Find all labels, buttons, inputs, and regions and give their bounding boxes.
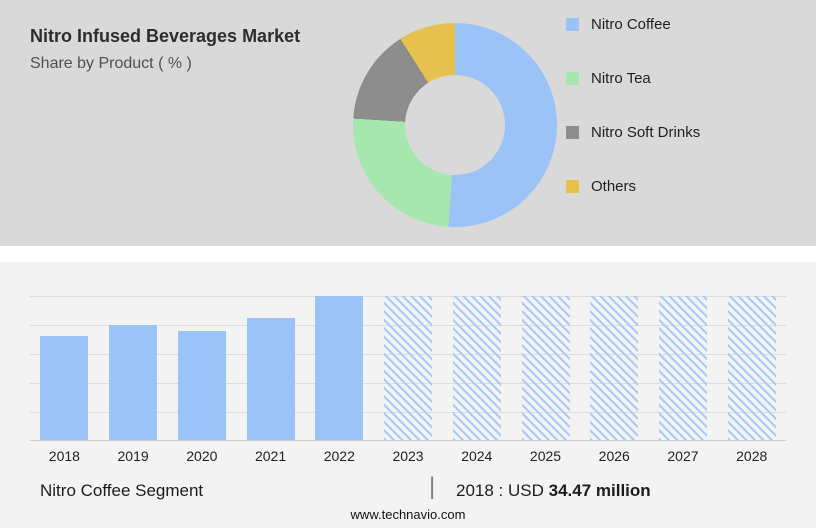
header: Nitro Infused Beverages Market Share by … bbox=[30, 26, 300, 73]
bar-slot bbox=[99, 296, 168, 440]
bar-2019 bbox=[109, 324, 158, 440]
x-label-2019: 2019 bbox=[117, 448, 149, 464]
x-label-2023: 2023 bbox=[392, 448, 424, 464]
bar-2021 bbox=[246, 317, 295, 440]
legend-item: Nitro Tea bbox=[566, 70, 700, 87]
x-label-2018: 2018 bbox=[48, 448, 80, 464]
caption-value: 2018 : USD 34.47 million bbox=[456, 481, 651, 501]
bar-2024 bbox=[452, 296, 501, 440]
legend-item: Others bbox=[566, 178, 700, 195]
bar-2028 bbox=[727, 296, 776, 440]
x-label-2020: 2020 bbox=[186, 448, 218, 464]
bar-2025 bbox=[521, 296, 570, 440]
caption-value-prefix: 2018 : USD bbox=[456, 481, 544, 500]
caption-value-amount: 34.47 million bbox=[548, 481, 651, 500]
bar-slot bbox=[305, 296, 374, 440]
x-label-2025: 2025 bbox=[529, 448, 562, 464]
bar-slot bbox=[442, 296, 511, 440]
x-label-2027: 2027 bbox=[667, 448, 699, 464]
bars-area bbox=[30, 296, 786, 440]
legend-swatch bbox=[566, 72, 579, 85]
bar-2020 bbox=[177, 330, 226, 440]
x-label-2028: 2028 bbox=[736, 448, 768, 464]
legend-item-label: Nitro Coffee bbox=[591, 16, 671, 33]
caption-divider: | bbox=[429, 473, 436, 500]
bar-slot bbox=[167, 296, 236, 440]
donut-hole bbox=[405, 75, 505, 175]
page-title: Nitro Infused Beverages Market bbox=[30, 26, 301, 46]
legend-swatch bbox=[566, 18, 579, 31]
x-label-2024: 2024 bbox=[461, 448, 493, 464]
page-subtitle: Share by Product ( % ) bbox=[30, 55, 192, 72]
legend-item: Nitro Soft Drinks bbox=[566, 124, 700, 141]
legend-item: Nitro Coffee bbox=[566, 16, 700, 33]
segment-label: Nitro Coffee Segment bbox=[40, 481, 204, 500]
bar-slot bbox=[374, 296, 443, 440]
legend-item-label: Nitro Soft Drinks bbox=[591, 124, 701, 141]
bar-slot bbox=[649, 296, 718, 440]
bar-slot bbox=[30, 296, 99, 440]
bar-slot bbox=[717, 296, 786, 440]
bar-slot bbox=[236, 296, 305, 440]
donut-chart bbox=[353, 23, 557, 227]
bar-slot bbox=[511, 296, 580, 440]
bar-2027 bbox=[658, 296, 707, 440]
legend-item-label: Others bbox=[591, 178, 637, 195]
legend: Nitro Coffee Nitro Tea Nitro Soft Drinks… bbox=[566, 16, 700, 195]
legend-swatch bbox=[566, 180, 579, 193]
bar-slot bbox=[580, 296, 649, 440]
bar-2022 bbox=[315, 296, 364, 440]
legend-swatch bbox=[566, 126, 579, 139]
bar-2018 bbox=[40, 336, 89, 440]
legend-item-label: Nitro Tea bbox=[591, 70, 651, 87]
bar-chart bbox=[30, 296, 786, 441]
bar-2023 bbox=[384, 296, 433, 440]
x-label-2022: 2022 bbox=[323, 448, 355, 464]
bar-2026 bbox=[590, 296, 639, 440]
website-text: www.technavio.com bbox=[350, 507, 466, 522]
x-axis-labels: 2018 2019 2020 2021 2022 2023 2024 2025 2026 2027… bbox=[30, 448, 786, 464]
x-label-2021: 2021 bbox=[254, 448, 287, 464]
x-label-2026: 2026 bbox=[598, 448, 630, 464]
top-section: Nitro Infused Beverages Market Share by … bbox=[0, 0, 816, 246]
